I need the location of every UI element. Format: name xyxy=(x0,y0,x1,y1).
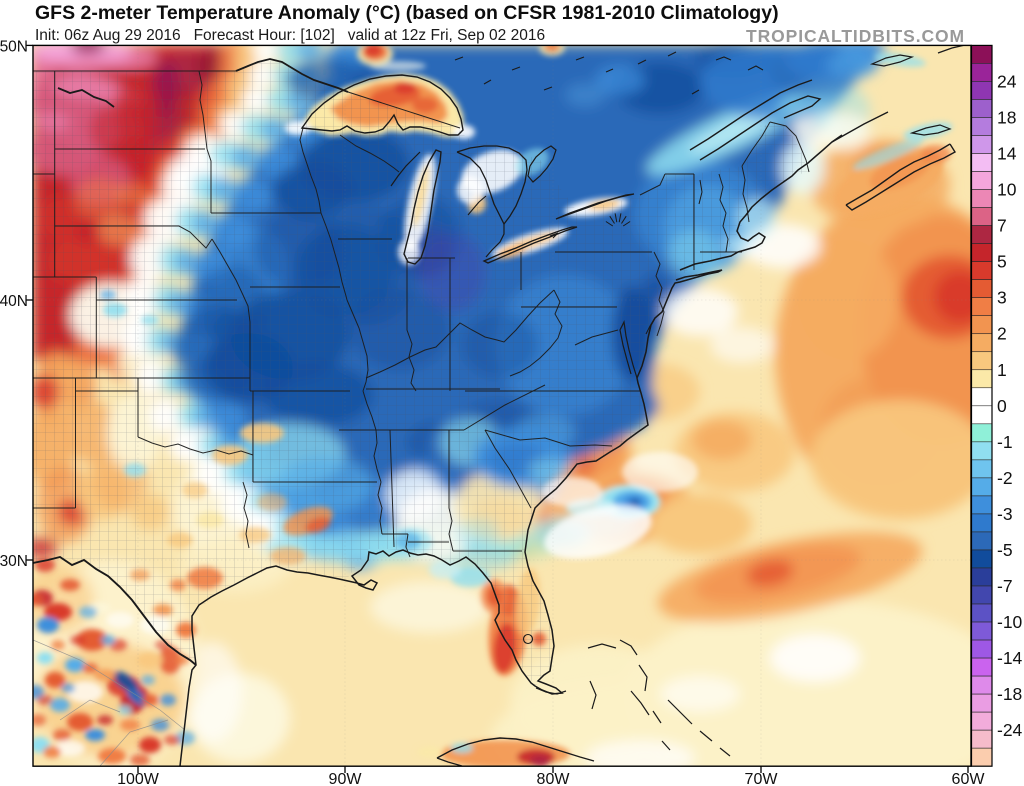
svg-text:-14: -14 xyxy=(997,648,1023,668)
svg-text:-2: -2 xyxy=(997,468,1013,488)
svg-text:-10: -10 xyxy=(997,612,1023,632)
svg-text:10: 10 xyxy=(997,180,1017,200)
svg-text:50N: 50N xyxy=(0,38,28,55)
svg-text:-5: -5 xyxy=(997,540,1013,560)
svg-text:90W: 90W xyxy=(329,771,363,786)
svg-text:-24: -24 xyxy=(997,720,1023,740)
svg-text:-7: -7 xyxy=(997,576,1013,596)
svg-text:5: 5 xyxy=(997,252,1007,272)
svg-text:30N: 30N xyxy=(0,553,28,570)
svg-text:14: 14 xyxy=(997,144,1017,164)
svg-text:-3: -3 xyxy=(997,504,1013,524)
svg-text:0: 0 xyxy=(997,396,1007,416)
svg-text:1: 1 xyxy=(997,360,1007,380)
svg-text:60W: 60W xyxy=(952,771,986,786)
svg-text:24: 24 xyxy=(997,71,1017,91)
svg-text:3: 3 xyxy=(997,288,1007,308)
svg-text:40N: 40N xyxy=(0,293,28,310)
svg-text:7: 7 xyxy=(997,216,1007,236)
svg-text:2: 2 xyxy=(997,324,1007,344)
svg-text:70W: 70W xyxy=(745,771,779,786)
svg-text:80W: 80W xyxy=(537,771,571,786)
svg-text:-1: -1 xyxy=(997,432,1013,452)
svg-text:18: 18 xyxy=(997,108,1016,128)
svg-text:100W: 100W xyxy=(117,771,160,786)
svg-text:-18: -18 xyxy=(997,684,1022,704)
